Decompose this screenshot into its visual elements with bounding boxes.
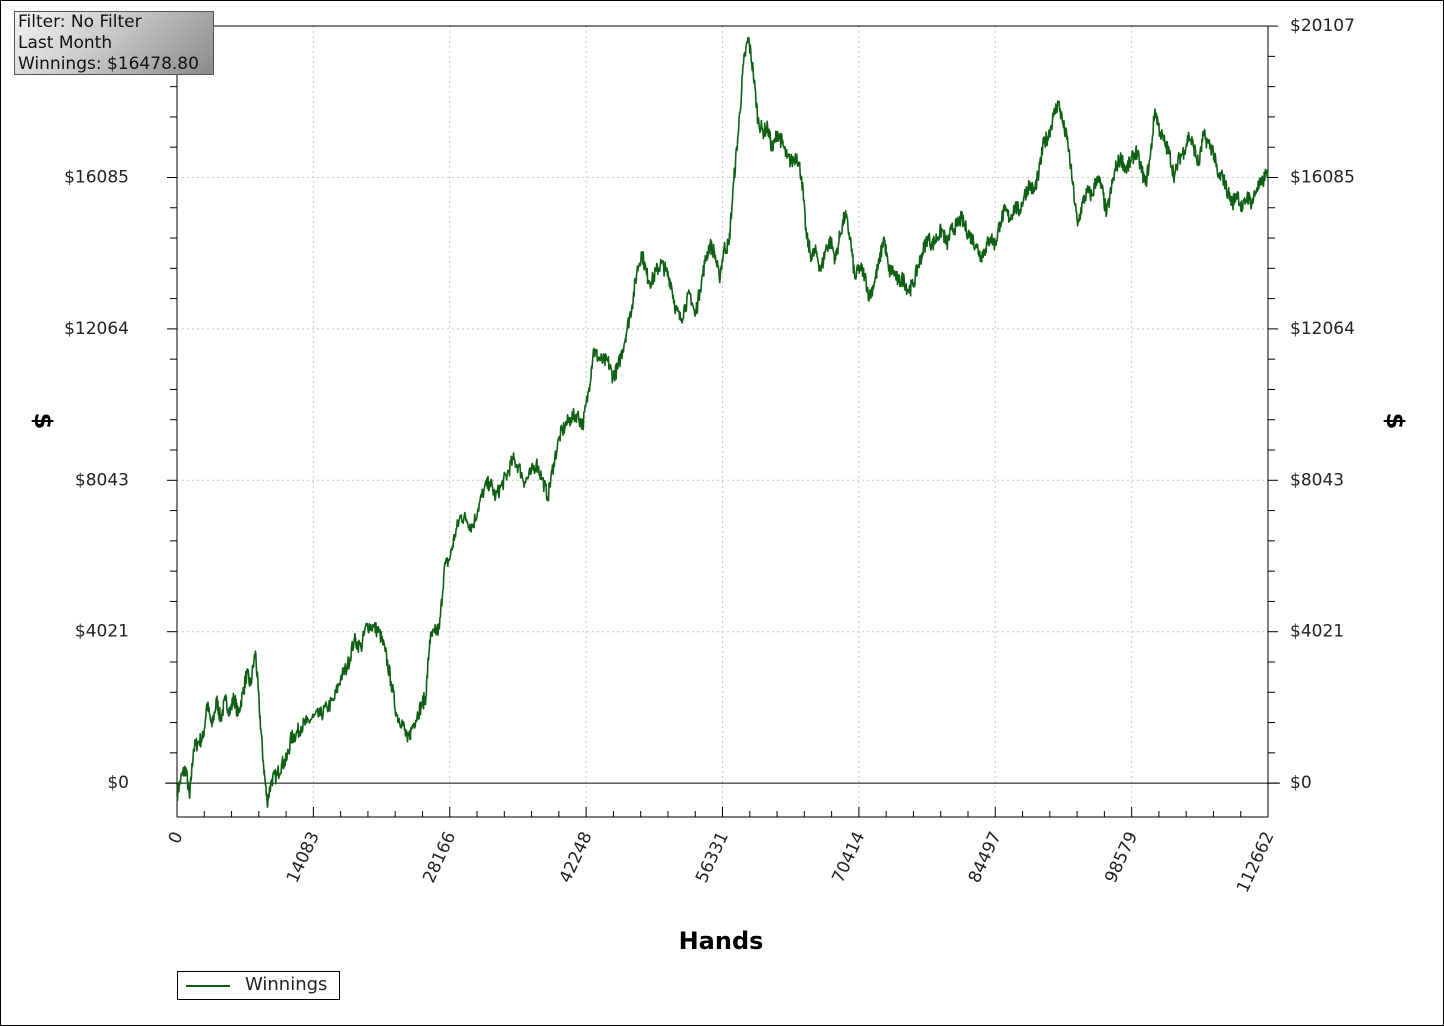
legend: Winnings	[177, 971, 340, 1000]
y-tick-label-right: $0	[1290, 773, 1312, 793]
x-tick-label: 0	[165, 829, 188, 847]
y-tick-label-left: $4021	[75, 622, 129, 642]
period-label: Last Month	[18, 33, 113, 53]
legend-label-winnings: Winnings	[245, 974, 328, 995]
x-tick-label: 14083	[283, 829, 324, 886]
x-tick-label: 84497	[965, 829, 1006, 886]
x-tick-label: 56331	[692, 829, 733, 886]
y-tick-label-right: $4021	[1290, 622, 1344, 642]
tick-marks	[167, 25, 1278, 817]
y-tick-label-right: $16085	[1290, 167, 1355, 187]
tick-labels: $0 $0 $4021 $4021 $8043 $8043 $12064 $12064 $160…	[64, 16, 1355, 896]
x-tick-label: 98579	[1101, 829, 1142, 886]
filter-label: Filter: No Filter	[18, 12, 142, 32]
y-tick-label-left: $12064	[64, 319, 129, 339]
y-tick-label-left: $0	[107, 773, 129, 793]
legend-swatch-winnings	[186, 985, 230, 987]
y-tick-label-left: $8043	[75, 470, 129, 490]
filter-info-box: Filter: No Filter Last Month Winnings: $…	[14, 11, 214, 75]
y-axis-title-right: $	[1381, 413, 1409, 430]
x-axis-title: Hands	[679, 927, 764, 955]
series-line-winnings	[176, 36, 1269, 808]
y-tick-label-left: $16085	[64, 167, 129, 187]
x-tick-label: 70414	[828, 829, 869, 886]
x-tick-label: 28166	[419, 829, 460, 886]
y-axis-title-left: $	[29, 413, 57, 430]
grid-lines	[177, 25, 1268, 817]
winnings-total-label: Winnings: $16478.80	[18, 54, 199, 74]
y-tick-label-right: $8043	[1290, 470, 1344, 490]
y-tick-label-right: $12064	[1290, 319, 1355, 339]
x-tick-label: 42248	[556, 829, 597, 886]
series-layer	[176, 36, 1269, 808]
x-tick-label: 112662	[1233, 829, 1279, 896]
y-tick-label-right: $20107	[1290, 16, 1355, 36]
